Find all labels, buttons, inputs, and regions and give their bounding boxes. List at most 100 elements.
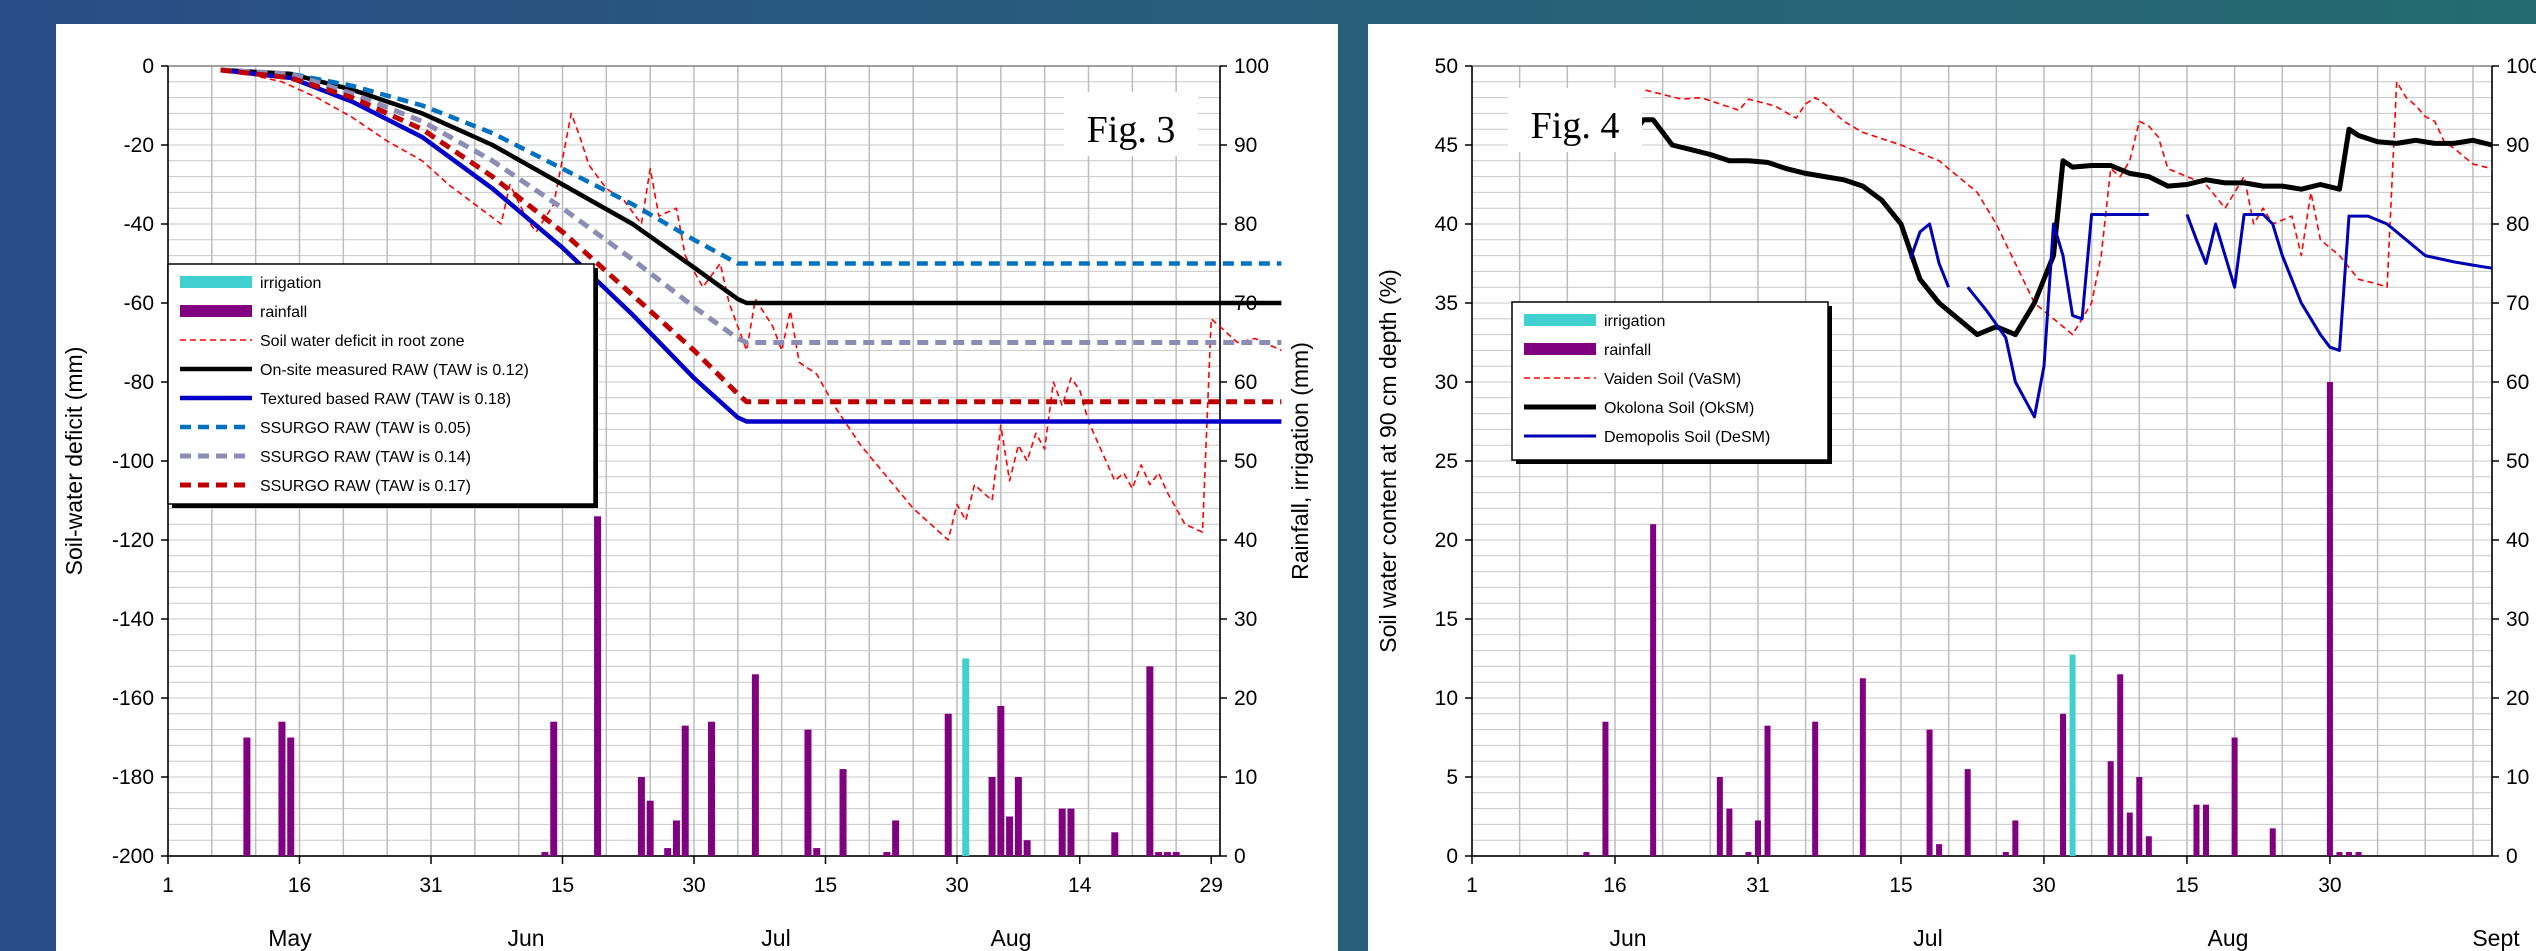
x-tick-label: 15: [1889, 874, 1912, 897]
legend-swatch: [180, 276, 252, 288]
legend-label: SSURGO RAW (TAW is 0.17): [260, 478, 471, 495]
rainfall-bar: [1006, 816, 1014, 856]
y-right-axis-label: Rainfall, irrigation (mm): [1287, 342, 1313, 580]
rainfall-bar: [541, 852, 549, 856]
rainfall-bar: [2355, 852, 2362, 856]
legend-label: Soil water deficit in root zone: [260, 333, 465, 350]
x-tick-label: 15: [551, 874, 574, 897]
y-left-tick-label: 0: [142, 55, 154, 78]
y-right-tick-label: 10: [2506, 766, 2529, 789]
rainfall-bar: [1583, 852, 1590, 856]
y-left-tick-label: -80: [124, 371, 154, 394]
y-left-tick-label: -100: [112, 450, 154, 473]
rainfall-bar: [1023, 840, 1031, 856]
rainfall-bar: [681, 725, 689, 856]
figure-title: Fig. 4: [1531, 105, 1620, 147]
legend-label: irrigation: [260, 275, 321, 292]
y-right-tick-label: 100: [2506, 55, 2536, 78]
rainfall-bar: [1726, 808, 1733, 856]
rainfall-bar: [664, 848, 672, 856]
y-right-tick-label: 60: [1234, 371, 1257, 394]
series-line-6: [220, 67, 1282, 405]
rainfall-bar: [1859, 678, 1866, 856]
series-line-3: [1966, 213, 2149, 419]
rainfall-bar: [278, 721, 286, 856]
rainfall-bar: [646, 800, 654, 856]
figure-4-panel: 50 45 40 35 30 25 20 15 10 5 0 100 90 80 70 60 50 40 30 20 1…: [1368, 24, 2536, 951]
figure-3-chart: 0-20-40-60-80-100-120-140-160-180-200100…: [61, 55, 1313, 951]
month-label: Aug: [2208, 925, 2249, 951]
rainfall-bar: [708, 721, 716, 856]
y-left-axis-label: Soil-water deficit (mm): [61, 347, 87, 576]
rainfall-bar: [594, 516, 602, 856]
x-tick-label: 15: [2175, 874, 2198, 897]
x-tick-label: 30: [2032, 874, 2055, 897]
rainfall-bar: [2117, 674, 2124, 856]
y-right-tick-label: 100: [1234, 55, 1269, 78]
legend-label: SSURGO RAW (TAW is 0.14): [260, 449, 471, 466]
rainfall-bar: [2060, 713, 2067, 856]
y-right-tick-label: 0: [1234, 845, 1246, 868]
rainfall-bar: [2107, 761, 2114, 856]
rainfall-bar: [2193, 804, 2200, 856]
legend-box: [167, 263, 595, 505]
y-left-tick-label: 25: [1435, 450, 1458, 473]
x-tick-label: 30: [945, 874, 968, 897]
x-tick-label: 31: [419, 874, 442, 897]
rainfall-bar: [813, 848, 821, 856]
rainfall-bar: [1172, 852, 1180, 856]
y-left-tick-label: -20: [124, 134, 154, 157]
y-left-tick-label: -180: [112, 766, 154, 789]
legend-label: rainfall: [1604, 342, 1651, 359]
rainfall-bar: [997, 705, 1005, 856]
legend-swatch: [1524, 343, 1596, 355]
rainfall-bar: [1936, 844, 1943, 856]
rainfall-bar: [2012, 820, 2019, 856]
month-label: May: [268, 925, 312, 951]
rainfall-bar: [804, 729, 812, 856]
rainfall-bar: [988, 777, 996, 856]
y-right-tick-label: 50: [2506, 450, 2529, 473]
rainfall-bar: [944, 713, 952, 856]
y-left-tick-label: 20: [1435, 529, 1458, 552]
y-right-tick-label: 90: [2506, 134, 2529, 157]
x-tick-label: 16: [288, 874, 311, 897]
rainfall-bar: [892, 820, 900, 856]
legend-label: irrigation: [1604, 313, 1665, 330]
y-right-tick-label: 10: [1234, 766, 1257, 789]
legend-label: rainfall: [260, 304, 307, 321]
rainfall-bar: [2136, 777, 2143, 856]
rainfall-bar: [1812, 721, 1819, 856]
rainfall-bar: [2336, 852, 2343, 856]
y-left-tick-label: -200: [112, 845, 154, 868]
x-tick-label: 1: [1466, 874, 1478, 897]
rainfall-bar: [2145, 836, 2152, 856]
figure-3-panel: 0 -20 -40 -60 -80 -100 -120 -140 -160 -180 -200 100…: [56, 24, 1338, 951]
y-left-tick-label: -40: [124, 213, 154, 236]
x-tick-label: 1: [162, 874, 174, 897]
y-left-tick-label: -140: [112, 608, 154, 631]
rainfall-bar: [1014, 777, 1022, 856]
month-label: Sept: [2472, 925, 2520, 951]
rainfall-bar: [1602, 721, 1609, 856]
rainfall-bar: [1964, 769, 1971, 856]
rainfall-bar: [1155, 852, 1163, 856]
y-right-tick-label: 20: [1234, 687, 1257, 710]
rainfall-bar: [550, 721, 558, 856]
legend-box: [1511, 301, 1829, 461]
figure-4-chart: 5045403530252015105010090807060504030201…: [1375, 55, 2536, 951]
rainfall-bar: [2002, 852, 2009, 856]
series-line-3: [2185, 213, 2493, 352]
series-line-2: [220, 67, 1282, 306]
rainfall-bar: [751, 674, 759, 856]
x-tick-label: 30: [682, 874, 705, 897]
legend-label: Vaiden Soil (VaSM): [1604, 371, 1741, 388]
rainfall-bar: [637, 777, 645, 856]
rainfall-bar: [2231, 737, 2238, 856]
rainfall-bar: [243, 737, 251, 856]
x-tick-label: 16: [1603, 874, 1626, 897]
rainfall-bar: [2126, 812, 2133, 856]
x-tick-label: 29: [1200, 874, 1223, 897]
y-left-tick-label: -60: [124, 292, 154, 315]
legend-label: On-site measured RAW (TAW is 0.12): [260, 362, 529, 379]
